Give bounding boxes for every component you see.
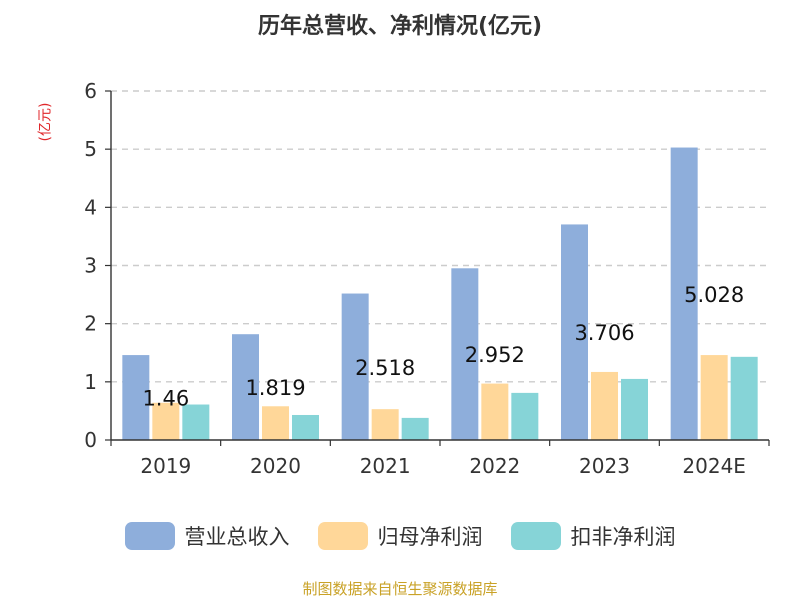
bar-归母净利润-2022 <box>481 383 509 440</box>
legend-label: 归母净利润 <box>377 525 483 549</box>
bar-归母净利润-2021 <box>371 409 399 440</box>
legend-swatch <box>317 522 368 550</box>
data-label: 2.952 <box>465 343 525 367</box>
y-tick-label: 1 <box>84 370 97 394</box>
legend-item[interactable]: 营业总收入 <box>124 521 290 551</box>
x-tick-label: 2021 <box>360 454 411 478</box>
axis-layer: 0 1 2 3 4 5 6 2019 2020 2021 2022 2023 2024E <box>84 79 770 478</box>
grid-layer <box>111 90 769 383</box>
bar-归母净利润-2024E <box>700 355 728 440</box>
data-label: 3.706 <box>574 321 634 345</box>
bar-归母净利润-2023 <box>591 371 618 440</box>
data-label: 1.46 <box>142 387 189 411</box>
x-tick-label: 2023 <box>579 454 630 478</box>
data-label: 1.819 <box>245 376 305 400</box>
y-tick-label: 3 <box>84 254 97 278</box>
bar-layer <box>122 147 758 440</box>
data-label-layer: 1.46 1.819 2.518 2.952 3.706 5.028 <box>142 283 744 411</box>
legend-item[interactable]: 归母净利润 <box>317 521 483 551</box>
bar-营业总收入-2022 <box>451 268 479 440</box>
bar-扣非净利润-2022 <box>511 392 539 440</box>
legend-label: 营业总收入 <box>184 525 290 549</box>
bar-营业总收入-2021 <box>341 293 369 440</box>
legend: 营业总收入 归母净利润 扣非净利润 <box>0 518 800 554</box>
x-tick-label: 2020 <box>250 454 301 478</box>
bar-营业总收入-2019 <box>122 355 150 440</box>
bar-扣非净利润-2019 <box>182 404 210 440</box>
bar-扣非净利润-2021 <box>401 417 429 440</box>
legend-swatch <box>124 522 175 550</box>
x-tick-label: 2024E <box>682 454 746 478</box>
y-tick-label: 6 <box>84 79 97 103</box>
bar-扣非净利润-2023 <box>621 378 648 440</box>
bar-营业总收入-2020 <box>232 334 259 440</box>
bar-扣非净利润-2024E <box>730 356 758 440</box>
bar-扣非净利润-2020 <box>292 414 319 440</box>
chart-title: 历年总营收、净利情况(亿元) <box>257 14 543 39</box>
x-tick-label: 2019 <box>140 454 191 478</box>
data-label: 2.518 <box>355 356 415 380</box>
y-tick-label: 5 <box>84 137 97 161</box>
legend-item[interactable]: 扣非净利润 <box>510 521 676 551</box>
y-tick-label: 4 <box>84 195 97 219</box>
source-note: 制图数据来自恒生聚源数据库 <box>302 580 498 598</box>
y-tick-label: 2 <box>84 312 97 336</box>
data-label: 5.028 <box>684 283 744 307</box>
bar-归母净利润-2019 <box>152 402 180 440</box>
y-tick-label: 0 <box>84 428 97 452</box>
x-tick-label: 2022 <box>469 454 520 478</box>
bar-归母净利润-2020 <box>262 406 289 440</box>
bar-营业总收入-2023 <box>561 224 588 440</box>
bar-营业总收入-2024E <box>670 147 698 440</box>
legend-swatch <box>510 522 561 550</box>
legend-label: 扣非净利润 <box>570 525 676 549</box>
